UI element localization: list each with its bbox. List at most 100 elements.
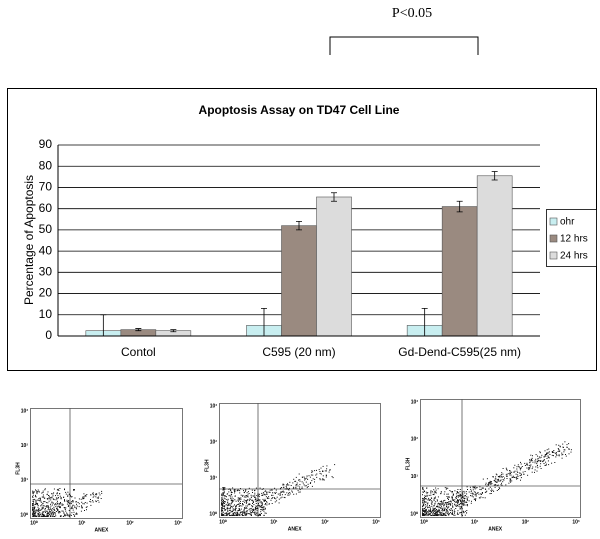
event-dot: [302, 482, 304, 484]
event-dot: [47, 512, 49, 514]
event-dot: [225, 495, 226, 497]
event-dot: [439, 504, 441, 506]
event-dot: [450, 504, 452, 506]
event-dot: [224, 515, 226, 516]
event-dot: [443, 504, 445, 506]
event-dot: [422, 497, 424, 499]
event-dot: [491, 488, 493, 490]
event-dot: [515, 477, 517, 479]
event-dot: [247, 494, 249, 496]
event-dot: [35, 516, 37, 517]
event-dot: [224, 505, 226, 507]
event-dot: [447, 493, 449, 495]
event-dot: [86, 509, 87, 511]
event-dot: [492, 489, 494, 491]
event-dot: [446, 503, 448, 505]
event-dot: [59, 515, 61, 517]
event-dot: [45, 511, 46, 513]
event-dot: [221, 499, 222, 501]
event-dot: [58, 512, 60, 514]
event-dot: [464, 495, 466, 496]
event-dot: [462, 491, 464, 493]
event-dot: [273, 492, 275, 494]
event-dot: [537, 467, 539, 469]
event-dot: [278, 502, 280, 504]
bar: [441, 206, 478, 337]
y-tick-label: 10²: [210, 439, 218, 445]
event-dot: [475, 493, 477, 495]
x-tick-label: 10³: [572, 519, 580, 525]
event-dot: [253, 512, 255, 514]
event-dot: [236, 514, 237, 516]
event-dot: [548, 464, 550, 466]
event-dot: [33, 515, 34, 517]
event-dot: [529, 467, 531, 469]
event-dot: [83, 503, 85, 505]
event-dot: [222, 508, 223, 510]
event-dot: [568, 443, 570, 445]
event-dot: [97, 497, 99, 499]
event-dot: [494, 484, 496, 486]
event-dot: [73, 515, 75, 517]
event-dot: [455, 505, 457, 507]
event-dot: [441, 503, 443, 505]
event-dot: [422, 510, 424, 512]
event-dot: [290, 485, 292, 486]
event-dot: [234, 504, 235, 506]
event-dot: [509, 471, 511, 473]
event-dot: [296, 482, 298, 484]
event-dot: [505, 467, 507, 469]
event-dot: [457, 494, 459, 496]
event-dot: [241, 511, 243, 513]
event-dot: [553, 452, 555, 453]
event-dot: [272, 497, 273, 499]
event-dot: [460, 500, 462, 502]
event-dot: [523, 473, 525, 475]
event-dot: [452, 499, 453, 501]
event-dot: [256, 512, 258, 514]
event-dot: [246, 500, 248, 502]
event-dot: [273, 497, 275, 498]
event-dot: [438, 510, 440, 512]
event-dot: [531, 468, 533, 470]
event-dot: [493, 484, 495, 486]
event-dot: [221, 509, 223, 511]
event-dot: [231, 492, 233, 493]
event-dot: [74, 515, 76, 517]
event-dot: [435, 501, 437, 503]
event-dot: [266, 504, 268, 506]
event-dot: [509, 470, 511, 471]
event-dot: [276, 496, 278, 498]
event-dot: [426, 505, 428, 507]
event-dot: [492, 476, 494, 478]
event-dot: [558, 444, 560, 446]
event-dot: [422, 513, 424, 515]
event-dot: [252, 503, 253, 504]
event-dot: [490, 482, 492, 484]
event-dot: [275, 489, 277, 491]
event-dot: [73, 511, 75, 513]
event-dot: [322, 465, 324, 467]
event-dot: [459, 494, 461, 496]
event-dot: [517, 478, 519, 479]
event-dot: [239, 498, 241, 500]
event-dot: [54, 516, 56, 517]
event-dot: [282, 483, 284, 485]
event-dot: [269, 489, 271, 491]
event-dot: [480, 494, 482, 495]
event-dot: [323, 479, 325, 480]
event-dot: [442, 512, 444, 514]
event-dot: [528, 464, 530, 466]
event-dot: [51, 493, 53, 495]
event-dot: [450, 500, 452, 502]
event-dot: [439, 503, 441, 505]
event-dot: [250, 512, 252, 514]
event-dot: [439, 514, 441, 516]
event-dot: [463, 496, 465, 498]
event-dot: [48, 513, 50, 515]
event-dot: [263, 494, 265, 496]
event-dot: [40, 505, 42, 507]
event-dot: [228, 488, 230, 490]
event-dot: [494, 480, 496, 482]
event-dot: [488, 482, 490, 484]
